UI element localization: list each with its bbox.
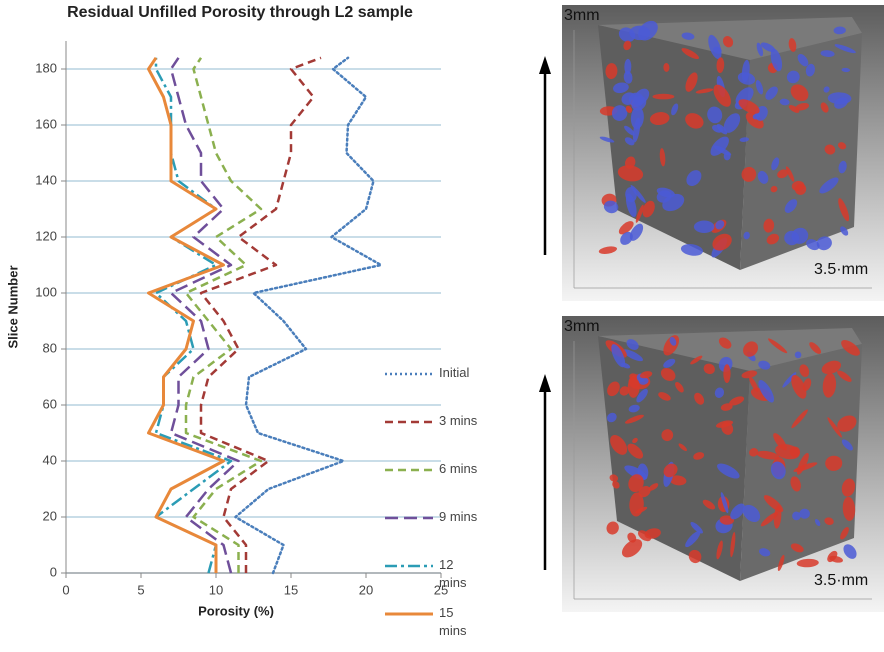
- cube-render: [562, 316, 884, 612]
- render-panel: 3mm 3.5·mm: [562, 5, 884, 301]
- series-line: [201, 58, 321, 573]
- legend-item: 3 mins: [383, 412, 483, 460]
- size-label: 3.5·mm: [814, 261, 868, 279]
- x-tick-label: 20: [359, 582, 373, 597]
- arrow-head: [539, 374, 551, 392]
- legend-label: 6 mins: [439, 460, 479, 478]
- y-tick-label: 0: [50, 564, 57, 579]
- legend-label: 3 mins: [439, 412, 479, 430]
- page: Residual Unfilled Porosity through L2 sa…: [0, 0, 884, 624]
- legend-swatch: [383, 508, 439, 526]
- legend-item: 15 mins: [383, 604, 483, 652]
- legend-label: Initial: [439, 364, 479, 382]
- legend: Initial 3 mins 6 mins 9 mins 12 mins 15 mins: [383, 364, 483, 652]
- x-tick-label: 15: [284, 582, 298, 597]
- x-tick-label: 5: [137, 582, 144, 597]
- y-tick-label: 60: [43, 396, 57, 411]
- legend-swatch: [383, 604, 439, 622]
- legend-swatch: [383, 364, 439, 382]
- x-tick-label: 10: [209, 582, 223, 597]
- y-tick-label: 20: [43, 508, 57, 523]
- legend-item: 12 mins: [383, 556, 483, 604]
- render-panel: 3mm 3.5·mm: [562, 316, 884, 612]
- x-tick-label: 0: [62, 582, 69, 597]
- y-tick-label: 80: [43, 340, 57, 355]
- legend-swatch: [383, 460, 439, 478]
- y-tick-label: 100: [35, 284, 57, 299]
- pore: [694, 220, 715, 232]
- legend-swatch: [383, 412, 439, 430]
- cube-render: [562, 5, 884, 301]
- y-tick-label: 140: [35, 172, 57, 187]
- legend-label: 12 mins: [439, 556, 479, 592]
- arrow-head: [539, 56, 551, 74]
- size-label: 3mm: [564, 318, 600, 336]
- legend-label: 15 mins: [439, 604, 479, 640]
- y-tick-label: 160: [35, 116, 57, 131]
- pore: [723, 364, 730, 383]
- legend-item: 9 mins: [383, 508, 483, 556]
- legend-item: 6 mins: [383, 460, 483, 508]
- series-line: [236, 58, 382, 573]
- x-axis-title: Porosity (%): [198, 603, 274, 618]
- legend-swatch: [383, 556, 439, 574]
- y-tick-label: 40: [43, 452, 57, 467]
- size-label: 3mm: [564, 7, 600, 25]
- y-axis-title: Slice Number: [5, 265, 20, 348]
- y-tick-label: 180: [35, 60, 57, 75]
- pore: [795, 352, 802, 359]
- y-tick-label: 120: [35, 228, 57, 243]
- pore: [653, 94, 675, 100]
- legend-label: 9 mins: [439, 508, 479, 526]
- legend-item: Initial: [383, 364, 483, 412]
- size-label: 3.5·mm: [814, 572, 868, 590]
- series-line: [186, 58, 261, 573]
